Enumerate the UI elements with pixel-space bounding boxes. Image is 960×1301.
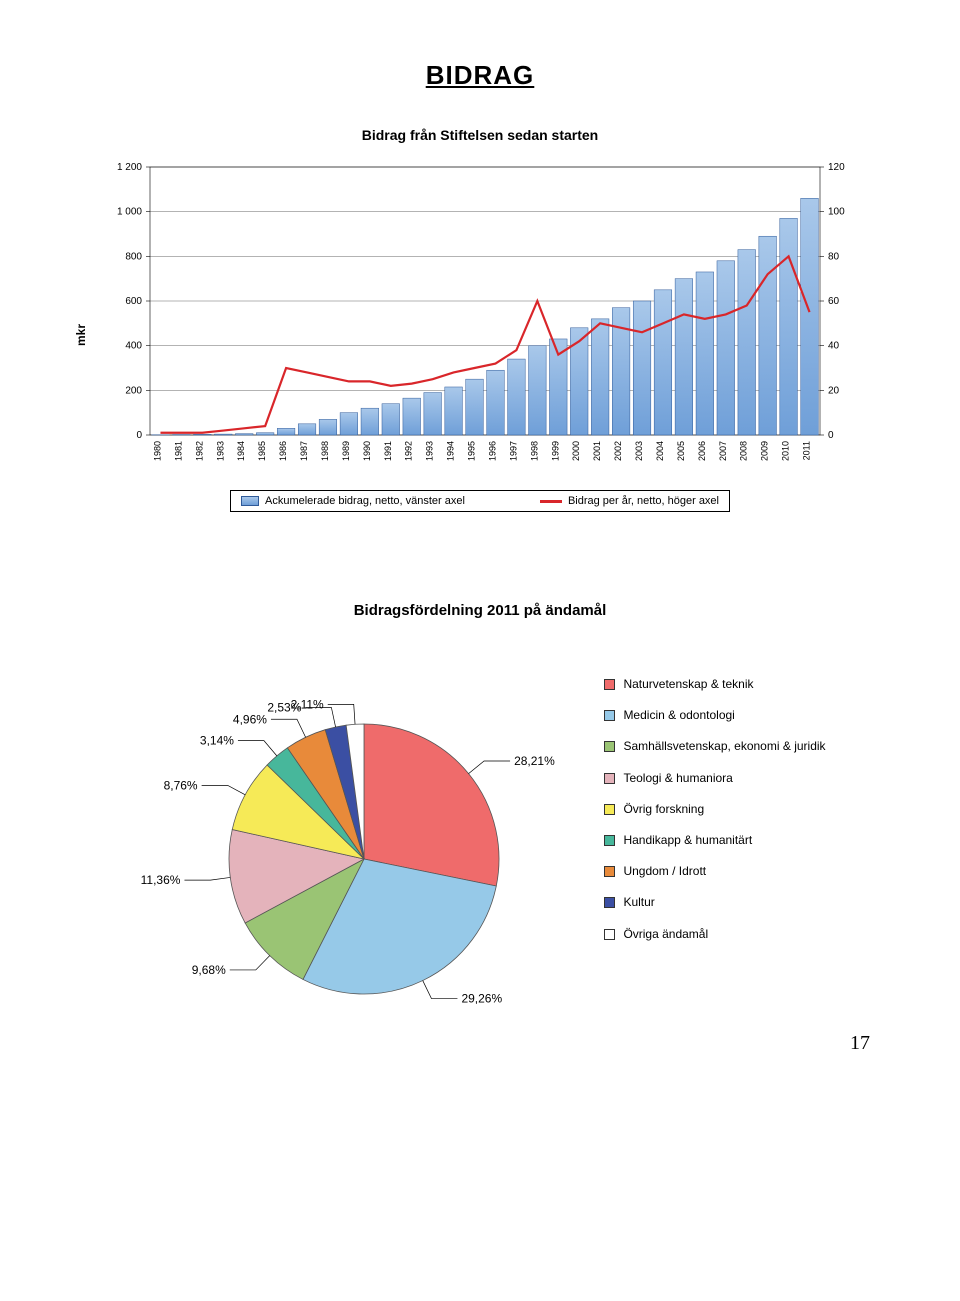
- svg-text:1999: 1999: [550, 441, 560, 461]
- svg-text:1991: 1991: [383, 441, 393, 461]
- svg-text:1987: 1987: [299, 441, 309, 461]
- pie-chart-title: Bidragsfördelning 2011 på ändamål: [90, 602, 870, 619]
- bar-chart: mkr 02004006008001 0001 2000204060801001…: [100, 157, 860, 512]
- svg-text:2,11%: 2,11%: [291, 697, 324, 711]
- svg-text:1983: 1983: [215, 441, 225, 461]
- svg-text:1 000: 1 000: [117, 207, 142, 218]
- bar-chart-subtitle: Bidrag från Stiftelsen sedan starten: [90, 127, 870, 143]
- svg-text:1 200: 1 200: [117, 162, 142, 173]
- pie-legend-swatch-icon: [604, 679, 615, 690]
- legend-bar-label: Ackumelerade bidrag, netto, vänster axel: [265, 495, 465, 507]
- svg-text:2003: 2003: [634, 441, 644, 461]
- svg-text:2002: 2002: [613, 441, 623, 461]
- svg-text:1985: 1985: [257, 441, 267, 461]
- pie-legend-swatch-icon: [604, 741, 615, 752]
- y-axis-left-label: mkr: [74, 323, 88, 345]
- svg-text:2010: 2010: [781, 441, 791, 461]
- svg-text:80: 80: [828, 251, 840, 262]
- pie-legend-label: Övrig forskning: [623, 794, 704, 825]
- pie-legend-label: Teologi & humaniora: [623, 763, 732, 794]
- pie-chart-svg: 28,21% 29,26% 9,68% 11,36% 8,76% 3,14% 4,96% 2,…: [134, 659, 574, 1039]
- pie-legend-item: Kultur: [604, 887, 825, 918]
- legend-item-bars: Ackumelerade bidrag, netto, vänster axel: [241, 495, 465, 507]
- svg-text:60: 60: [828, 296, 840, 307]
- svg-text:2004: 2004: [655, 441, 665, 461]
- svg-text:1989: 1989: [341, 441, 351, 461]
- pie-legend-label: Naturvetenskap & teknik: [623, 669, 753, 700]
- svg-text:28,21%: 28,21%: [515, 754, 556, 768]
- svg-text:1998: 1998: [529, 441, 539, 461]
- pie-chart-legend: Naturvetenskap & teknikMedicin & odontol…: [604, 659, 825, 950]
- svg-text:2001: 2001: [592, 441, 602, 461]
- svg-text:2009: 2009: [760, 441, 770, 461]
- svg-text:1981: 1981: [173, 441, 183, 461]
- pie-legend-swatch-icon: [604, 710, 615, 721]
- svg-text:4,96%: 4,96%: [233, 712, 267, 726]
- pie-legend-swatch-icon: [604, 929, 615, 940]
- pie-legend-item: Medicin & odontologi: [604, 700, 825, 731]
- svg-text:200: 200: [125, 385, 142, 396]
- bar-chart-svg: 0 200 400 600 800 1 000 1 200 0 20 40 60 80 100 120 19…: [100, 157, 860, 477]
- svg-text:1997: 1997: [508, 441, 518, 461]
- svg-text:2000: 2000: [571, 441, 581, 461]
- svg-text:0: 0: [828, 430, 834, 441]
- svg-text:2011: 2011: [802, 441, 812, 460]
- svg-text:1988: 1988: [320, 441, 330, 461]
- pie-legend-swatch-icon: [604, 866, 615, 877]
- svg-text:29,26%: 29,26%: [462, 992, 503, 1006]
- svg-text:9,68%: 9,68%: [192, 963, 226, 977]
- page-title: BIDRAG: [90, 60, 870, 91]
- pie-legend-swatch-icon: [604, 773, 615, 784]
- svg-text:1986: 1986: [278, 441, 288, 461]
- svg-text:8,76%: 8,76%: [164, 778, 198, 792]
- pie-chart: 28,21% 29,26% 9,68% 11,36% 8,76% 3,14% 4,96% 2,…: [134, 659, 574, 1039]
- pie-legend-label: Samhällsvetenskap, ekonomi & juridik: [623, 731, 825, 762]
- svg-text:40: 40: [828, 341, 840, 352]
- pie-legend-label: Kultur: [623, 887, 654, 918]
- svg-text:2006: 2006: [697, 441, 707, 461]
- svg-text:2007: 2007: [718, 441, 728, 461]
- pie-legend-item: Övriga ändamål: [604, 919, 825, 950]
- line-swatch-icon: [540, 500, 562, 503]
- svg-text:1994: 1994: [446, 441, 456, 461]
- pie-legend-item: Handikapp & humanitärt: [604, 825, 825, 856]
- svg-text:3,14%: 3,14%: [200, 734, 234, 748]
- svg-text:1980: 1980: [152, 441, 162, 461]
- svg-text:600: 600: [125, 296, 142, 307]
- pie-legend-label: Medicin & odontologi: [623, 700, 734, 731]
- pie-legend-swatch-icon: [604, 835, 615, 846]
- pie-legend-item: Ungdom / Idrott: [604, 856, 825, 887]
- svg-text:1984: 1984: [236, 441, 246, 461]
- pie-legend-label: Ungdom / Idrott: [623, 856, 706, 887]
- legend-item-line: Bidrag per år, netto, höger axel: [540, 495, 719, 507]
- pie-legend-item: Samhällsvetenskap, ekonomi & juridik: [604, 731, 825, 762]
- pie-legend-label: Övriga ändamål: [623, 919, 708, 950]
- page-number: 17: [850, 1032, 870, 1055]
- svg-text:0: 0: [136, 430, 142, 441]
- bar-chart-legend: Ackumelerade bidrag, netto, vänster axel…: [230, 490, 730, 512]
- svg-text:20: 20: [828, 385, 840, 396]
- svg-text:2008: 2008: [739, 441, 749, 461]
- svg-text:1996: 1996: [487, 441, 497, 461]
- svg-text:11,36%: 11,36%: [141, 873, 181, 887]
- svg-text:1990: 1990: [362, 441, 372, 461]
- svg-text:1993: 1993: [425, 441, 435, 461]
- svg-text:1995: 1995: [467, 441, 477, 461]
- bar-swatch-icon: [241, 496, 259, 506]
- pie-legend-swatch-icon: [604, 804, 615, 815]
- svg-text:100: 100: [828, 207, 845, 218]
- pie-legend-swatch-icon: [604, 897, 615, 908]
- pie-legend-item: Övrig forskning: [604, 794, 825, 825]
- svg-text:2005: 2005: [676, 441, 686, 461]
- legend-line-label: Bidrag per år, netto, höger axel: [568, 495, 719, 507]
- pie-legend-label: Handikapp & humanitärt: [623, 825, 752, 856]
- svg-text:1982: 1982: [194, 441, 204, 461]
- pie-legend-item: Teologi & humaniora: [604, 763, 825, 794]
- pie-legend-item: Naturvetenskap & teknik: [604, 669, 825, 700]
- svg-text:400: 400: [125, 341, 142, 352]
- svg-text:1992: 1992: [404, 441, 414, 461]
- svg-text:120: 120: [828, 162, 845, 173]
- svg-text:800: 800: [125, 251, 142, 262]
